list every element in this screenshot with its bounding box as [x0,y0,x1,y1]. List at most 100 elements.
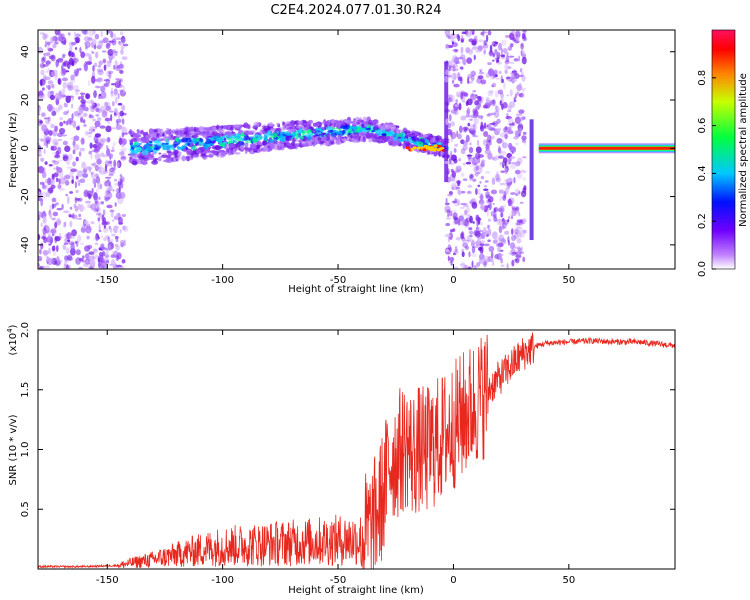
noise-blob [475,165,479,171]
noise-blob [450,121,456,127]
noise-blob [122,225,126,231]
noise-blob [504,63,509,70]
noise-blob [44,161,48,165]
signal-blob [136,129,140,134]
noise-blob [71,179,74,184]
noise-blob [71,97,74,101]
noise-blob [447,244,452,251]
noise-blob [474,230,481,238]
noise-blob [52,159,55,167]
noise-blob [55,60,59,68]
noise-blob [498,145,501,150]
noise-blob [53,167,57,170]
noise-blob [451,68,457,72]
noise-blob [445,60,449,68]
noise-blob [95,114,100,117]
noise-blob [511,150,514,155]
noise-blob [42,227,47,235]
noise-blob [479,70,482,73]
noise-blob [56,256,60,263]
noise-blob [497,254,500,257]
signal-blob [337,134,342,138]
noise-blob [103,180,106,187]
noise-blob [493,53,496,57]
signal-hot-blob [426,146,431,150]
noise-blob [56,159,63,162]
noise-blob [516,91,520,96]
noise-blob [477,184,481,188]
signal-blob [207,154,214,158]
noise-blob [43,134,48,139]
noise-blob [80,99,87,104]
signal-blob [358,132,366,136]
noise-blob [67,239,71,243]
noise-blob [503,127,508,133]
signal-blob [326,126,332,131]
noise-blob [63,242,69,245]
noise-blob [79,107,84,114]
noise-blob [451,35,457,39]
noise-blob [491,82,497,88]
noise-blob [78,67,82,71]
noise-blob [499,195,503,203]
signal-blob [170,134,174,139]
signal-blob [152,143,156,150]
signal-blob [438,151,441,157]
noise-blob [447,255,450,262]
noise-blob [469,238,474,243]
noise-blob [63,102,66,108]
noise-blob [108,110,114,113]
noise-blob [518,232,526,238]
noise-blob [485,34,489,42]
noise-blob [518,191,521,195]
noise-blob [116,161,120,168]
noise-blob [100,30,103,37]
noise-blob [42,182,45,188]
signal-blob [335,139,342,146]
noise-blob [46,59,51,67]
noise-blob [462,204,468,207]
noise-blob [466,234,471,243]
noise-blob [472,90,477,93]
noise-blob [492,70,496,79]
noise-blob [109,58,112,64]
signal-blob [244,142,249,148]
signal-hot-blob [437,144,442,148]
noise-blob [468,227,473,231]
noise-blob [478,200,484,204]
noise-blob [487,112,494,116]
noise-blob [496,57,500,63]
noise-blob [453,158,458,164]
noise-blob [76,217,83,220]
noise-blob [484,148,491,155]
noise-blob [43,117,50,120]
noise-blob [515,206,520,212]
noise-blob [495,237,501,242]
noise-blob [83,206,86,211]
noise-blob [96,103,101,107]
signal-blob [418,133,424,137]
noise-blob [120,242,124,248]
noise-blob [42,216,47,224]
noise-blob [450,59,455,67]
signal-blob [259,129,263,135]
noise-blob [121,138,127,146]
signal-blob [301,122,309,126]
noise-blob [457,56,463,60]
noise-blob [110,113,113,122]
spectrogram-x-ticks: -150 -100 -50 0 50 [96,30,575,286]
noise-blob [45,70,49,73]
noise-blob [473,128,476,131]
signal-blob [282,125,286,130]
noise-blob [109,227,113,233]
noise-blob [42,93,46,99]
signal-blob [263,134,268,141]
signal-blob [312,141,316,147]
noise-blob [90,171,95,179]
noise-blob [468,49,473,56]
noise-blob [504,187,509,195]
signal-blob [388,131,395,137]
noise-blob [477,75,484,80]
noise-blob [469,178,473,182]
noise-blob [88,53,91,62]
